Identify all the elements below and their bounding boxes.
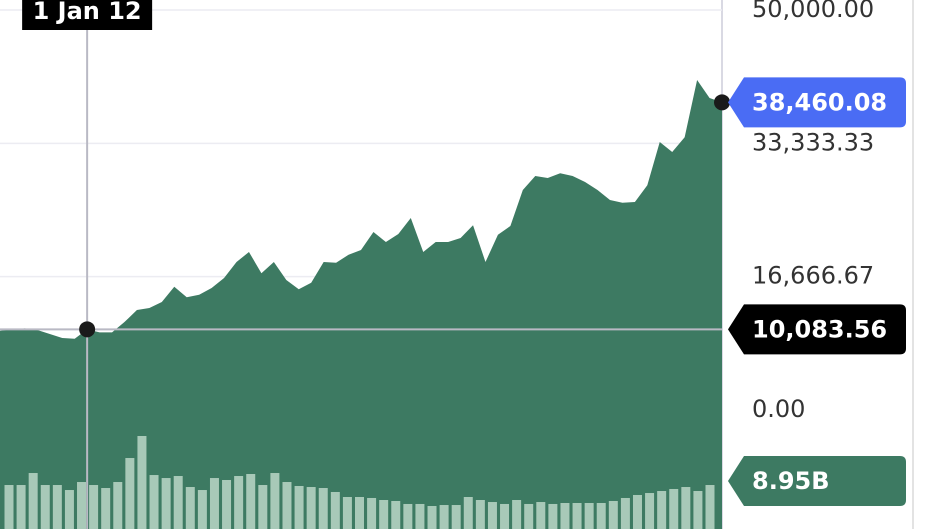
volume-bar xyxy=(40,485,50,529)
volume-bar xyxy=(391,500,401,529)
last-price-label: 38,460.08 xyxy=(752,88,887,116)
price-area xyxy=(0,80,722,529)
volume-bar xyxy=(101,488,111,529)
volume-bar xyxy=(113,482,123,529)
volume-bar xyxy=(173,476,183,529)
crosshair-x-label: 1 Jan 12 xyxy=(33,0,142,25)
y-tick-label: 33,333.33 xyxy=(752,128,874,156)
volume-bar xyxy=(282,482,292,529)
volume-bar xyxy=(427,505,437,529)
volume-bar xyxy=(222,479,232,529)
volume-bar xyxy=(52,485,62,529)
volume-bar xyxy=(620,497,630,529)
volume-bar xyxy=(197,490,207,529)
volume-bar xyxy=(632,494,642,529)
volume-bar xyxy=(439,505,449,529)
volume-bar xyxy=(379,499,389,529)
volume-bar xyxy=(306,487,316,529)
volume-bar xyxy=(693,491,703,529)
volume-bar xyxy=(645,493,655,529)
volume-bar xyxy=(560,502,570,529)
last-price-label-box xyxy=(728,77,906,128)
volume-bar xyxy=(294,485,304,529)
crosshair-price-label: 10,083.56 xyxy=(752,315,887,343)
crosshair-x-box xyxy=(22,0,153,30)
price-dot xyxy=(714,94,730,111)
volume-bar xyxy=(512,499,522,529)
volume-bar xyxy=(681,487,691,529)
volume-label-box xyxy=(728,456,906,507)
volume-bar xyxy=(137,436,147,529)
volume-bar xyxy=(89,485,99,529)
volume-bar xyxy=(318,488,328,529)
volume-bar xyxy=(64,490,74,529)
volume-bar xyxy=(367,497,377,529)
volume-bar xyxy=(536,502,546,529)
volume-bar xyxy=(16,485,26,529)
volume-bar xyxy=(487,502,497,529)
volume-bar xyxy=(125,458,135,529)
y-tick-label: 16,666.67 xyxy=(752,262,874,290)
volume-bar xyxy=(270,473,280,529)
volume-bar xyxy=(584,502,594,529)
price-dot xyxy=(79,321,96,338)
volume-bar xyxy=(355,497,364,529)
volume-bar xyxy=(161,478,171,529)
volume-bar xyxy=(149,475,159,529)
volume-bar xyxy=(234,476,244,529)
volume-label: 8.95B xyxy=(752,467,830,495)
volume-bar xyxy=(500,503,510,529)
crosshair-price-label-box xyxy=(728,304,906,355)
volume-bar xyxy=(657,491,667,529)
volume-bar xyxy=(572,502,582,529)
volume-bar xyxy=(608,500,618,529)
volume-bar xyxy=(596,502,606,529)
y-tick-label: 0.00 xyxy=(752,395,805,423)
volume-bar xyxy=(185,487,195,529)
volume-bar xyxy=(330,491,340,529)
volume-bar xyxy=(209,478,219,529)
volume-bar xyxy=(342,497,352,529)
volume-bar xyxy=(403,503,413,529)
volume-bar xyxy=(451,505,461,529)
volume-bar xyxy=(77,482,87,529)
volume-bar xyxy=(475,499,485,529)
volume-bar xyxy=(415,503,425,529)
volume-bar xyxy=(669,488,679,529)
y-tick-label: 50,000.00 xyxy=(752,0,874,23)
volume-bar xyxy=(705,485,715,529)
volume-bar xyxy=(246,473,256,529)
volume-bar xyxy=(4,485,14,529)
volume-bar xyxy=(548,503,558,529)
volume-bar xyxy=(28,473,38,529)
volume-bar xyxy=(258,485,268,529)
volume-bar xyxy=(463,497,473,529)
volume-bar xyxy=(524,503,534,529)
